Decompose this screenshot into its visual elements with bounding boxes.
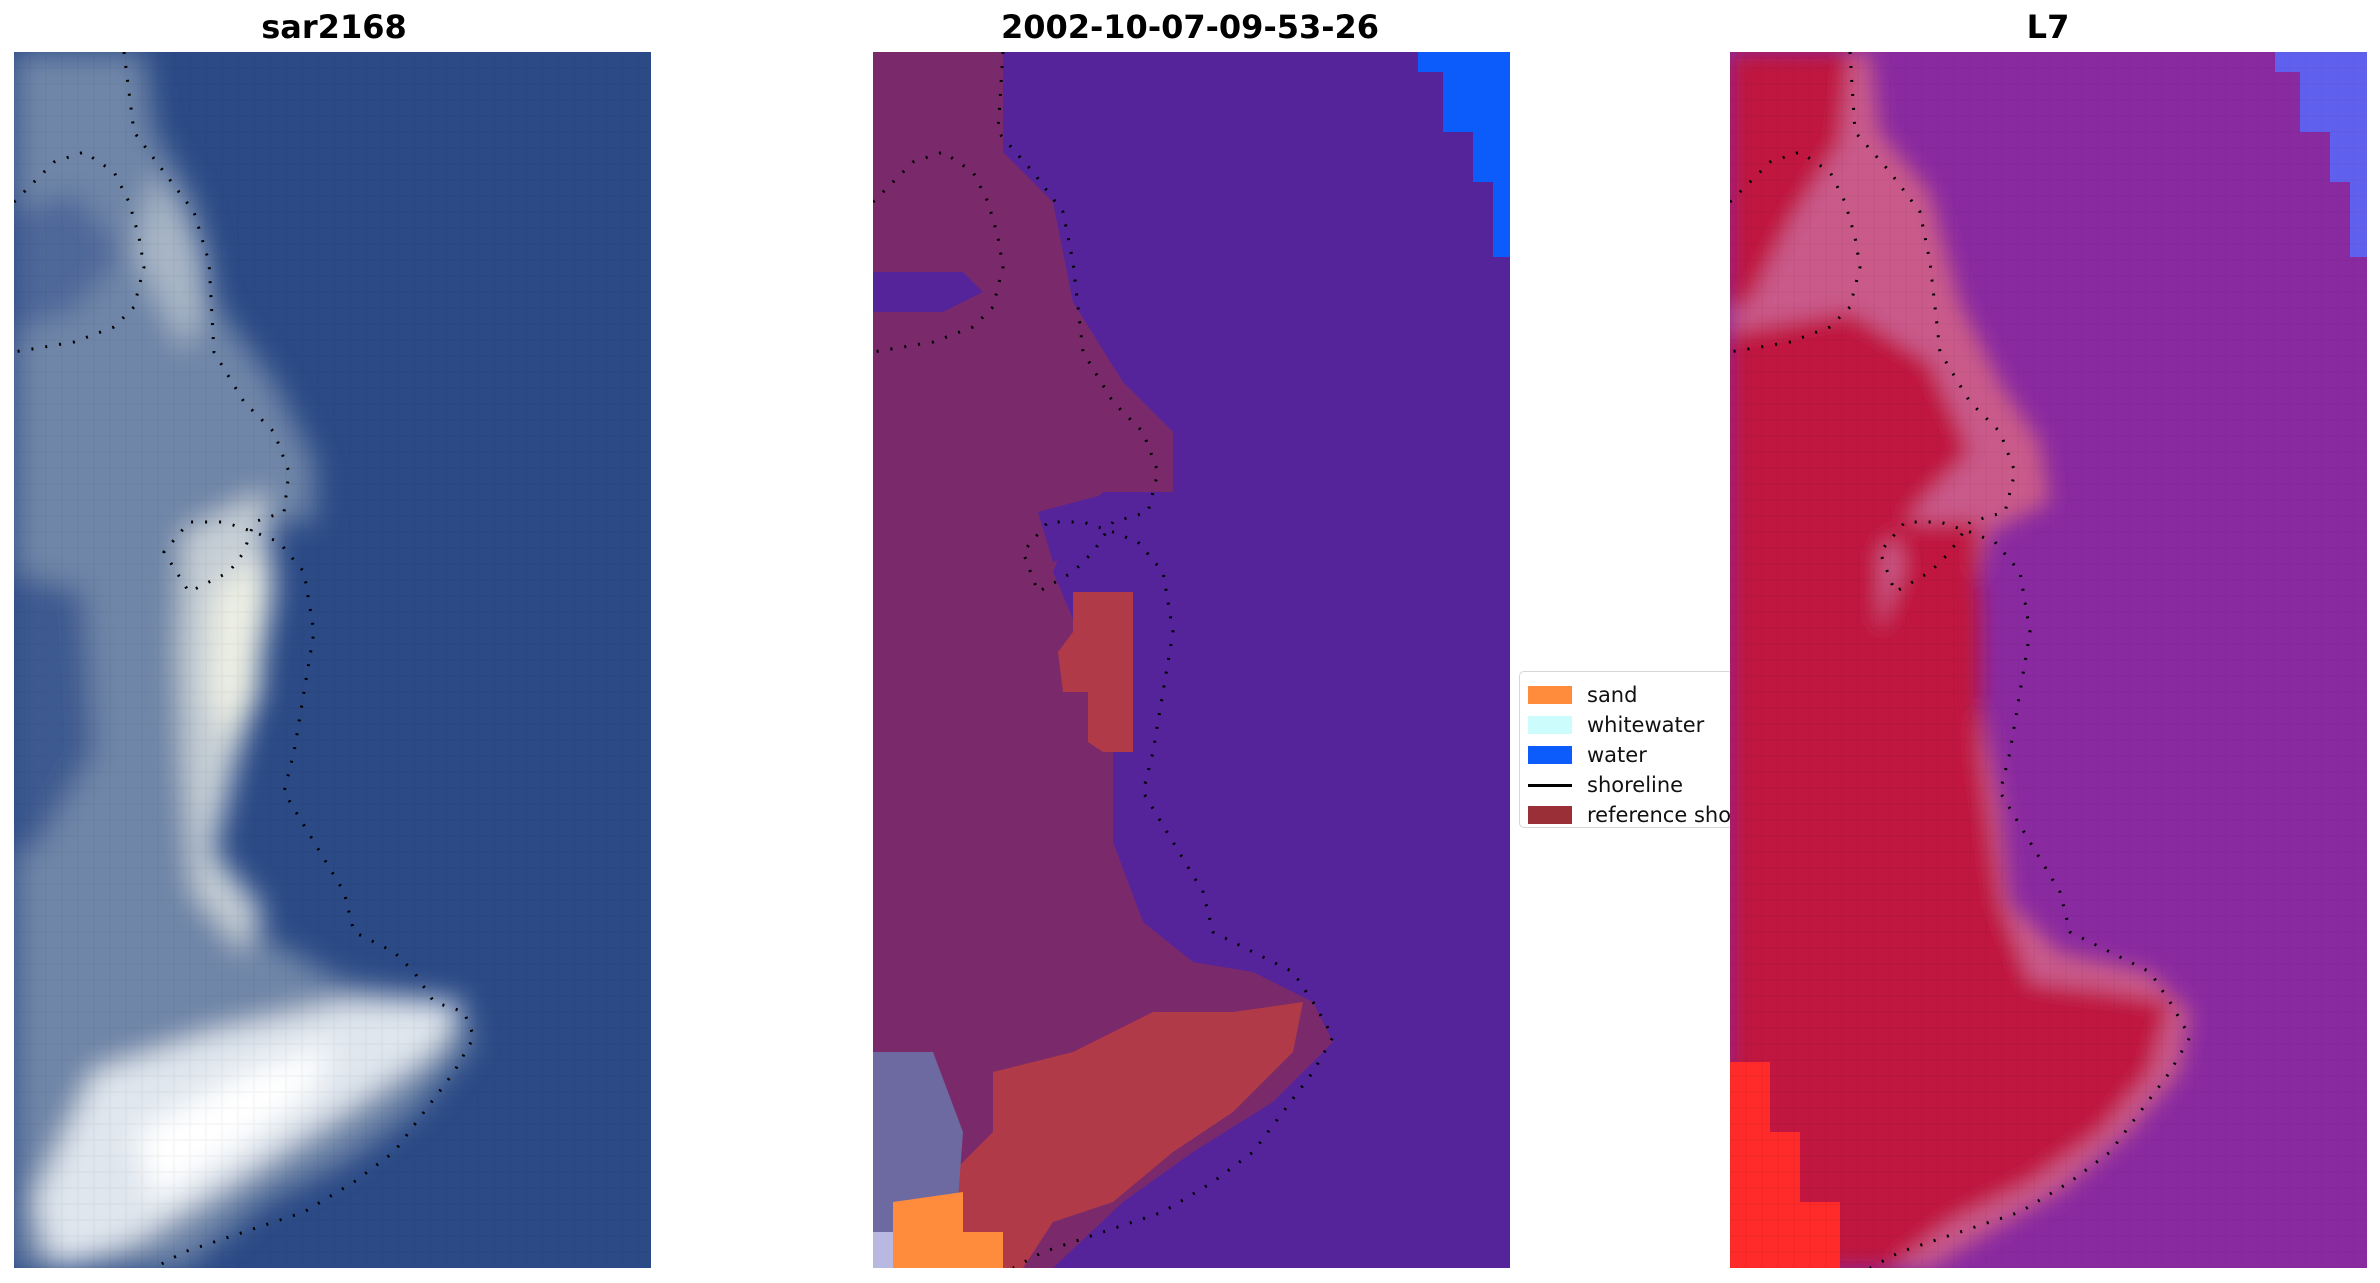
legend-item-reference-shoreline: reference sho [1528,801,1732,827]
classified-image [873,52,1510,1268]
legend-label: water [1587,743,1647,767]
panel-title-mndwi: L7 [2026,8,2070,46]
legend-label: reference sho [1587,803,1732,827]
legend-label: sand [1587,683,1638,707]
legend-item-shoreline: shoreline [1528,771,1683,799]
legend-item-whitewater: whitewater [1528,711,1704,739]
water-swatch [1528,746,1572,764]
panel-title-rgb: sar2168 [261,8,407,46]
legend-label: whitewater [1587,713,1705,737]
legend: sand whitewater water shoreline referenc… [1519,671,1733,828]
mndwi-image [1730,52,2367,1268]
classified-image-panel [873,52,1510,1268]
legend-label: shoreline [1587,773,1684,797]
rgb-image-panel [14,52,651,1268]
whitewater-swatch [1528,716,1572,734]
mndwi-image-panel [1730,52,2367,1268]
panel-title-classified: 2002-10-07-09-53-26 [1000,8,1380,46]
legend-item-sand: sand [1528,681,1637,709]
legend-item-water: water [1528,741,1647,769]
rgb-satellite-image [14,52,651,1268]
shoreline-line-swatch [1528,783,1572,787]
sand-swatch [1528,686,1572,704]
reference-swatch [1528,806,1572,824]
